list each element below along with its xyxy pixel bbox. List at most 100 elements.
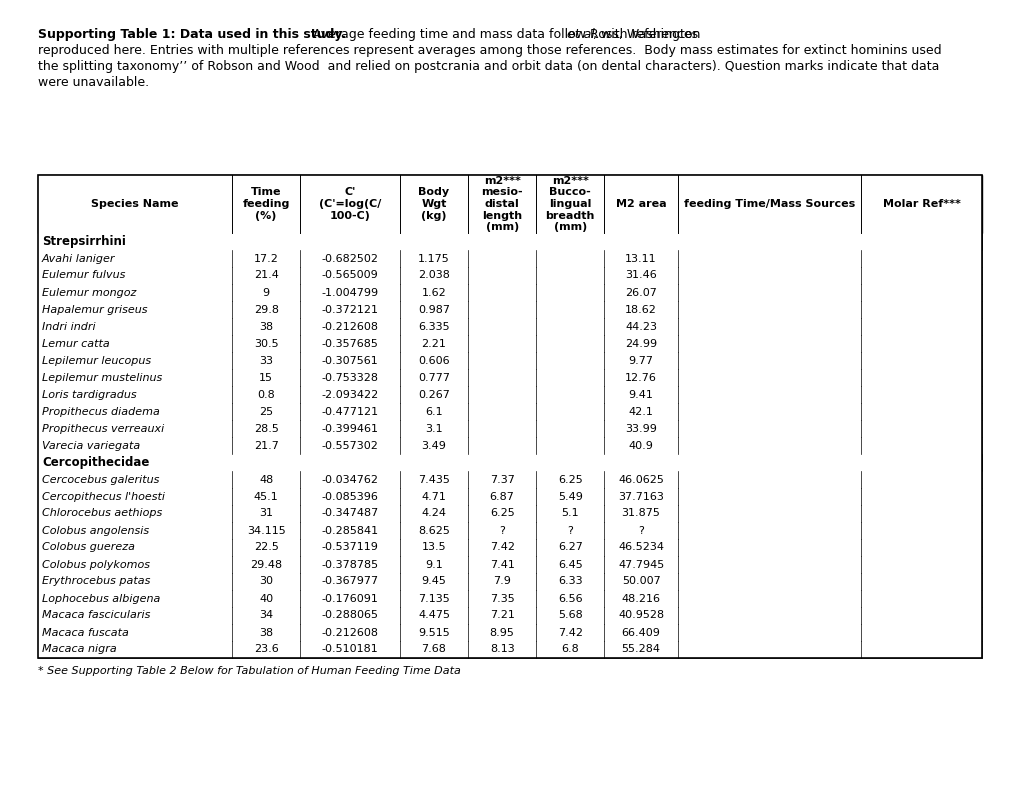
- Text: Eulemur fulvus: Eulemur fulvus: [42, 270, 125, 281]
- Text: -0.565009: -0.565009: [321, 270, 378, 281]
- Text: 7.41: 7.41: [489, 559, 514, 570]
- Text: Erythrocebus patas: Erythrocebus patas: [42, 577, 150, 586]
- Bar: [38, 335, 981, 352]
- Bar: [38, 301, 981, 318]
- Text: 0.8: 0.8: [257, 389, 275, 400]
- Text: -0.034762: -0.034762: [321, 474, 378, 485]
- Bar: [38, 505, 981, 522]
- Text: Molar Ref***: Molar Ref***: [881, 199, 960, 209]
- Text: 9.77: 9.77: [628, 355, 653, 366]
- Text: 13.5: 13.5: [421, 542, 446, 552]
- Bar: [38, 488, 981, 505]
- Text: ?: ?: [638, 526, 643, 536]
- Text: 40.9: 40.9: [628, 440, 653, 451]
- Text: Lepilemur mustelinus: Lepilemur mustelinus: [42, 373, 162, 382]
- Text: Chlorocebus aethiops: Chlorocebus aethiops: [42, 508, 162, 519]
- Text: -0.753328: -0.753328: [321, 373, 378, 382]
- Text: -1.004799: -1.004799: [321, 288, 378, 298]
- Bar: [38, 556, 981, 573]
- Text: 6.56: 6.56: [557, 593, 582, 604]
- Text: Species Name: Species Name: [91, 199, 178, 209]
- Text: 4.475: 4.475: [418, 611, 449, 620]
- Text: Colobus polykomos: Colobus polykomos: [42, 559, 150, 570]
- Bar: [38, 318, 981, 335]
- Text: 6.335: 6.335: [418, 322, 449, 332]
- Text: 9: 9: [262, 288, 269, 298]
- Text: 25: 25: [259, 407, 273, 417]
- Text: 9.41: 9.41: [628, 389, 653, 400]
- Text: 6.45: 6.45: [557, 559, 582, 570]
- Text: et al.: et al.: [567, 28, 598, 41]
- Text: m2***
mesio-
distal
length
(mm): m2*** mesio- distal length (mm): [481, 176, 523, 232]
- Text: 0.987: 0.987: [418, 304, 449, 314]
- Text: 31.46: 31.46: [625, 270, 656, 281]
- Text: Hapalemur griseus: Hapalemur griseus: [42, 304, 148, 314]
- Text: Eulemur mongoz: Eulemur mongoz: [42, 288, 137, 298]
- Text: 48: 48: [259, 474, 273, 485]
- Text: Lemur catta: Lemur catta: [42, 339, 110, 348]
- Bar: [38, 454, 981, 471]
- Text: Colobus guereza: Colobus guereza: [42, 542, 135, 552]
- Bar: [38, 386, 981, 403]
- Text: 1.175: 1.175: [418, 254, 449, 263]
- Text: 8.95: 8.95: [489, 627, 514, 637]
- Text: 42.1: 42.1: [628, 407, 653, 417]
- Bar: [38, 522, 981, 539]
- Text: 37.7163: 37.7163: [618, 492, 663, 501]
- Text: -0.367977: -0.367977: [321, 577, 378, 586]
- Text: -0.212608: -0.212608: [321, 627, 378, 637]
- Text: -0.357685: -0.357685: [321, 339, 378, 348]
- Text: 18.62: 18.62: [625, 304, 656, 314]
- Text: 4.24: 4.24: [421, 508, 446, 519]
- Bar: [38, 175, 981, 658]
- Text: 29.8: 29.8: [254, 304, 278, 314]
- Bar: [38, 624, 981, 641]
- Text: Varecia variegata: Varecia variegata: [42, 440, 141, 451]
- Text: 9.515: 9.515: [418, 627, 449, 637]
- Text: Macaca nigra: Macaca nigra: [42, 645, 116, 655]
- Text: Colobus angolensis: Colobus angolensis: [42, 526, 149, 536]
- Text: 9.45: 9.45: [421, 577, 446, 586]
- Text: 29.48: 29.48: [250, 559, 282, 570]
- Bar: [38, 175, 981, 233]
- Text: 6.25: 6.25: [557, 474, 582, 485]
- Text: Loris tardigradus: Loris tardigradus: [42, 389, 137, 400]
- Bar: [38, 607, 981, 624]
- Text: -0.372121: -0.372121: [321, 304, 378, 314]
- Text: 46.0625: 46.0625: [618, 474, 663, 485]
- Text: 31: 31: [259, 508, 273, 519]
- Text: 13.11: 13.11: [625, 254, 656, 263]
- Text: 55.284: 55.284: [621, 645, 660, 655]
- Text: -0.510181: -0.510181: [321, 645, 378, 655]
- Text: 7.21: 7.21: [489, 611, 514, 620]
- Text: 30: 30: [259, 577, 273, 586]
- Text: 8.13: 8.13: [489, 645, 514, 655]
- Text: -0.682502: -0.682502: [321, 254, 378, 263]
- Text: 47.7945: 47.7945: [618, 559, 663, 570]
- Text: -0.477121: -0.477121: [321, 407, 378, 417]
- Text: 6.25: 6.25: [489, 508, 514, 519]
- Text: -0.288065: -0.288065: [321, 611, 378, 620]
- Bar: [38, 573, 981, 590]
- Text: -0.557302: -0.557302: [321, 440, 378, 451]
- Text: 38: 38: [259, 627, 273, 637]
- Text: 2.21: 2.21: [421, 339, 446, 348]
- Text: -2.093422: -2.093422: [321, 389, 378, 400]
- Text: were unavailable.: were unavailable.: [38, 76, 149, 89]
- Bar: [38, 267, 981, 284]
- Text: 6.33: 6.33: [557, 577, 582, 586]
- Text: Propithecus diadema: Propithecus diadema: [42, 407, 160, 417]
- Text: 23.6: 23.6: [254, 645, 278, 655]
- Text: m2***
Bucco-
lingual
breadth
(mm): m2*** Bucco- lingual breadth (mm): [545, 176, 594, 232]
- Text: Macaca fascicularis: Macaca fascicularis: [42, 611, 150, 620]
- Text: 33: 33: [259, 355, 273, 366]
- Text: -0.176091: -0.176091: [321, 593, 378, 604]
- Bar: [38, 420, 981, 437]
- Text: Body
Wgt
(kg): Body Wgt (kg): [418, 188, 449, 221]
- Text: 34: 34: [259, 611, 273, 620]
- Bar: [38, 352, 981, 369]
- Text: 0.777: 0.777: [418, 373, 449, 382]
- Text: 46.5234: 46.5234: [618, 542, 663, 552]
- Bar: [38, 590, 981, 607]
- Text: 15: 15: [259, 373, 273, 382]
